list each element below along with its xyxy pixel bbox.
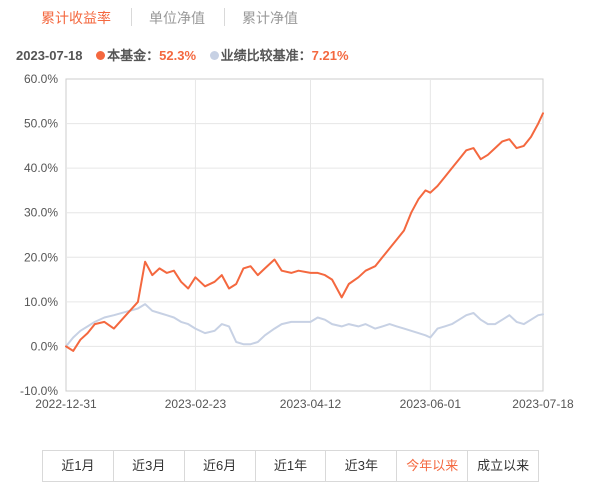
tab-divider: [131, 8, 132, 26]
benchmark-legend-dot-icon: [209, 51, 219, 60]
chart-legend: 2023-07-18 本基金：52.3% 业绩比较基准：7.21%: [16, 45, 349, 64]
x-tick-label: 2022-12-31: [35, 397, 97, 411]
x-tick-label: 2023-06-01: [400, 397, 462, 411]
range-button-3m[interactable]: 近3月: [114, 451, 185, 481]
range-button-ytd[interactable]: 今年以来: [397, 451, 469, 481]
benchmark-legend-value: 7.21%: [311, 48, 349, 63]
x-tick-label: 2023-04-12: [280, 397, 342, 411]
y-tick-label: 0.0%: [31, 339, 59, 353]
fund-legend-label: 本基金：: [107, 48, 160, 63]
x-tick-label: 2023-07-18: [512, 397, 574, 411]
range-button-6m[interactable]: 近6月: [185, 451, 256, 481]
tab-unit-nav[interactable]: 单位净值: [149, 10, 205, 26]
range-button-since-inception[interactable]: 成立以来: [477, 458, 530, 473]
y-tick-label: 40.0%: [24, 161, 58, 175]
benchmark-legend-label: 业绩比较基准：: [220, 48, 312, 63]
plot-frame: [65, 78, 544, 392]
tab-divider: [224, 8, 225, 26]
range-button-3y[interactable]: 近3年: [326, 451, 398, 481]
fund-return-line: [65, 112, 544, 352]
x-tick-label: 2023-02-23: [165, 397, 227, 411]
y-tick-label: 20.0%: [24, 250, 58, 264]
range-button-1y[interactable]: 近1年: [256, 451, 327, 481]
chart-type-tabs: 累计收益率 单位净值 累计净值: [0, 0, 592, 36]
y-tick-label: 30.0%: [24, 206, 58, 220]
fund-legend-dot-icon: [96, 51, 106, 60]
y-tick-label: 10.0%: [24, 295, 58, 309]
y-tick-label: 60.0%: [24, 72, 58, 86]
benchmark-return-line: [65, 303, 544, 348]
fund-legend-value: 52.3%: [159, 48, 197, 63]
range-button-1m[interactable]: 近1月: [43, 451, 114, 481]
tab-cumulative-return[interactable]: 累计收益率: [41, 10, 111, 26]
legend-date: 2023-07-18: [16, 48, 83, 63]
tab-cumulative-nav[interactable]: 累计净值: [242, 10, 298, 26]
y-tick-label: -10.0%: [20, 384, 58, 398]
return-chart[interactable]: 60.0% 50.0% 40.0% 30.0% 20.0% 10.0% 0.0% -10.0%…: [0, 60, 592, 420]
time-range-selector: 近1月 近3月 近6月 近1年 近3年 今年以来 成立以来: [42, 450, 539, 482]
y-tick-label: 50.0%: [24, 117, 58, 131]
